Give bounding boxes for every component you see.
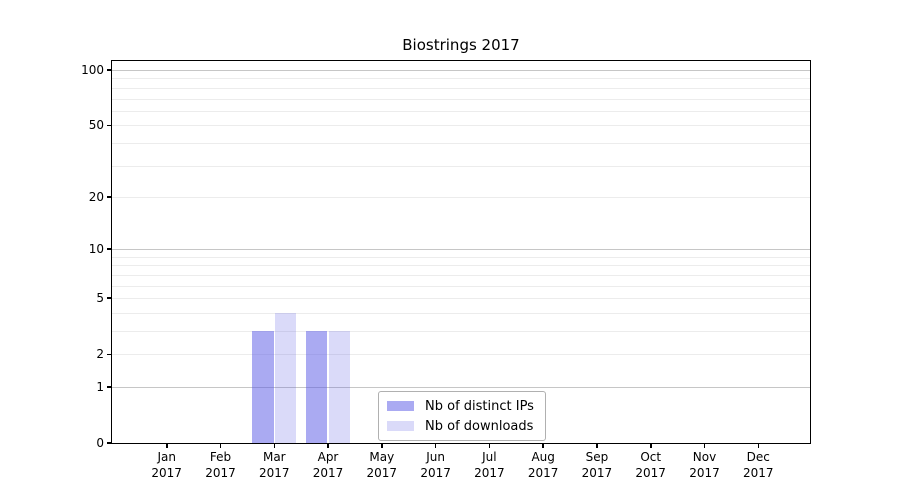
gridline-minor [112, 256, 810, 258]
x-tick-year: 2017 [689, 465, 720, 480]
gridline-minor [112, 285, 810, 287]
y-tick [107, 297, 111, 299]
gridline-major [112, 249, 810, 251]
x-tick-month: Jul [482, 450, 497, 464]
x-tick [488, 443, 491, 448]
x-tick-month: Jun [426, 450, 445, 464]
x-tick [273, 443, 275, 448]
legend-item-downloads: Nb of downloads [387, 417, 534, 435]
legend-swatch-distinct-ips [387, 401, 414, 411]
x-tick [542, 443, 544, 448]
x-tick-month: Jan [157, 450, 176, 464]
gridline-minor [112, 331, 810, 332]
x-tick [166, 443, 168, 448]
bar-distinct-ips [252, 331, 274, 443]
gridline-minor [112, 165, 810, 167]
gridline-major [112, 70, 810, 71]
bar-distinct-ips [305, 331, 328, 443]
y-tick [107, 353, 111, 355]
y-tick [107, 248, 111, 250]
x-tick-label: Jul 2017 [462, 450, 516, 481]
legend-label-downloads: Nb of downloads [425, 418, 534, 434]
y-tick [107, 196, 111, 198]
y-tick [107, 442, 111, 444]
x-tick-year: 2017 [581, 465, 613, 480]
gridline-minor [112, 142, 810, 144]
x-tick-label: May 2017 [355, 450, 409, 481]
x-tick-label: Aug 2017 [516, 450, 570, 481]
x-tick-year: 2017 [635, 465, 666, 480]
bar-downloads [328, 331, 351, 443]
x-tick-year: 2017 [743, 465, 774, 480]
x-tick-year: 2017 [312, 465, 344, 480]
gridline-minor [112, 298, 810, 300]
x-tick-label: Sep 2017 [570, 450, 624, 481]
gridline-minor [112, 265, 810, 267]
x-tick-year: 2017 [527, 465, 559, 480]
y-tick-label: 100 [81, 63, 104, 77]
y-tick-label: 2 [96, 347, 104, 362]
bar-downloads [274, 312, 297, 443]
x-tick-year: 2017 [205, 465, 236, 480]
y-tick-label: 1 [96, 380, 104, 394]
legend-label-distinct-ips: Nb of distinct IPs [425, 398, 534, 414]
gridline-minor [112, 274, 810, 276]
y-tick-label: 20 [88, 189, 104, 204]
x-tick [703, 443, 706, 448]
x-tick [219, 443, 222, 448]
gridline-minor [112, 98, 810, 100]
legend-item-distinct-ips: Nb of distinct IPs [387, 397, 534, 415]
x-tick-year: 2017 [366, 465, 398, 480]
x-tick-month: Sep [585, 450, 609, 464]
x-tick-month: Dec [746, 450, 770, 464]
legend-swatch-downloads [387, 421, 414, 431]
gridline-minor [112, 87, 810, 89]
x-tick-label: Nov 2017 [678, 450, 732, 481]
x-tick-month: Aug [531, 450, 555, 464]
y-tick [107, 124, 111, 126]
plot-area: 0 1 2 5 10 20 50 100 Jan 2017 Feb 2017 Mar 2017 Apr 20… [81, 61, 810, 480]
x-tick-month: May [369, 450, 395, 464]
y-tick-label: 50 [88, 118, 104, 133]
gridline-major [112, 387, 810, 388]
x-tick-label: Feb 2017 [194, 450, 248, 481]
x-tick-month: Oct [640, 450, 662, 464]
x-tick-month: Mar [262, 450, 286, 464]
x-tick-month: Apr [317, 450, 339, 464]
x-tick [381, 443, 383, 448]
gridline-minor [112, 196, 810, 198]
x-tick-year: 2017 [151, 465, 182, 480]
y-tick [107, 69, 111, 71]
x-tick-year: 2017 [420, 465, 451, 480]
x-tick-label: Jan 2017 [140, 450, 194, 481]
x-tick [596, 443, 598, 448]
x-tick-label: Jun 2017 [409, 450, 463, 481]
y-tick [107, 386, 111, 388]
x-tick-month: Nov [692, 450, 717, 464]
x-tick [434, 443, 437, 448]
y-tick-label: 5 [96, 291, 104, 306]
y-tick-label: 0 [96, 436, 104, 450]
gridline-minor [112, 125, 810, 127]
gridline-minor [112, 312, 810, 314]
x-tick-label: Oct 2017 [624, 450, 678, 481]
x-tick-label: Mar 2017 [247, 450, 301, 481]
gridline-minor [112, 110, 810, 112]
x-tick-label: Apr 2017 [301, 450, 355, 481]
x-tick-month: Feb [209, 450, 232, 464]
x-tick-label: Dec 2017 [731, 450, 785, 481]
x-tick-year: 2017 [259, 465, 290, 480]
y-tick-label: 10 [88, 242, 104, 257]
x-tick [757, 443, 759, 448]
x-tick [327, 443, 329, 448]
chart-title: Biostrings 2017 [402, 36, 520, 54]
x-tick [650, 443, 652, 448]
legend: Nb of distinct IPs Nb of downloads [378, 391, 546, 441]
gridline-minor [112, 78, 810, 80]
gridline-minor [112, 354, 810, 356]
x-tick-year: 2017 [474, 465, 505, 480]
